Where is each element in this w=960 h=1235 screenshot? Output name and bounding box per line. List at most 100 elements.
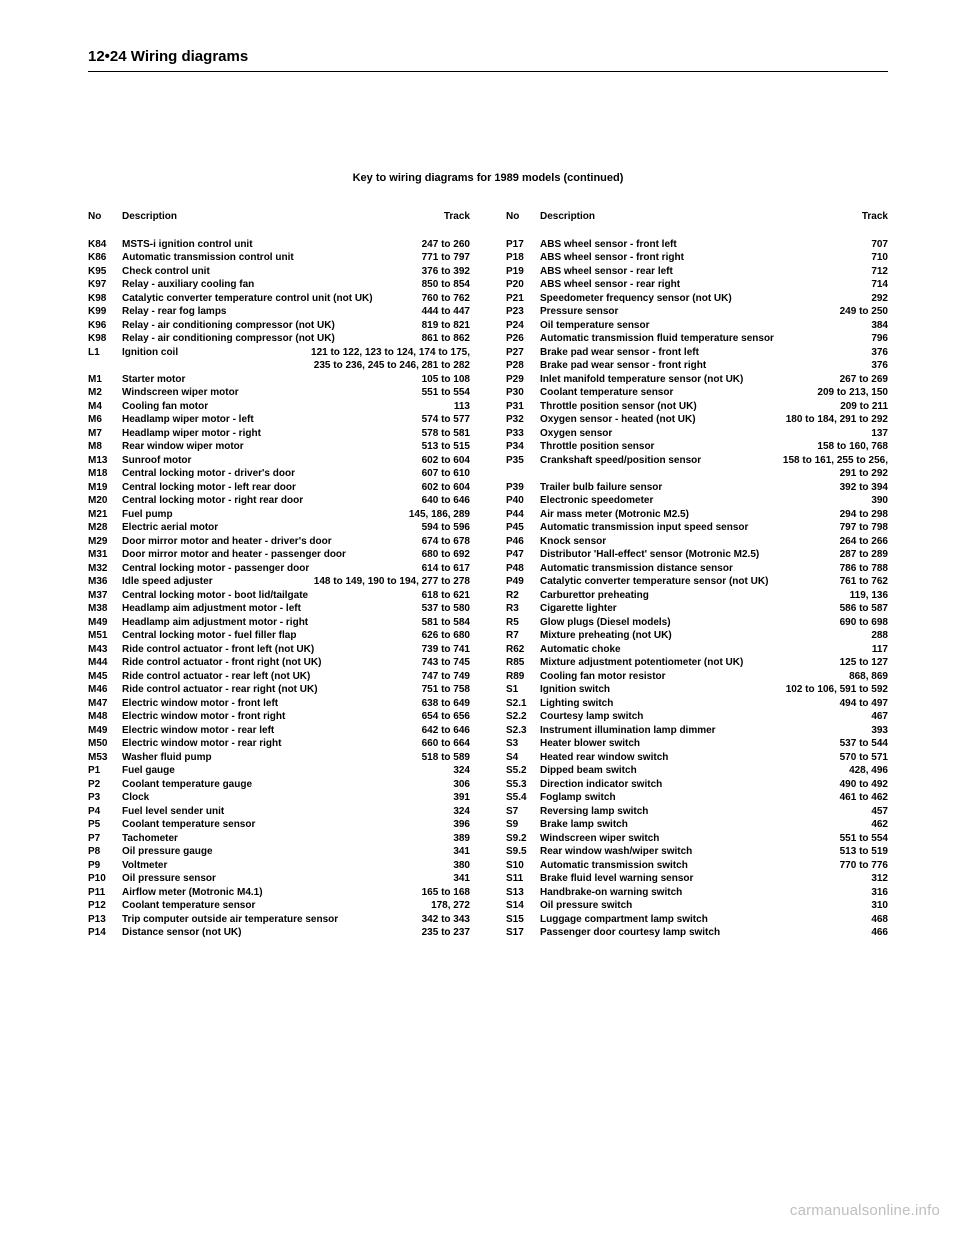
cell-desc: Ride control actuator - rear left (not U…	[122, 670, 416, 684]
cell-desc: Brake pad wear sensor - front right	[540, 359, 865, 373]
table-row: P40Electronic speedometer390	[506, 494, 888, 508]
table-row: M38Headlamp aim adjustment motor - left5…	[88, 602, 470, 616]
cell-desc: Door mirror motor and heater - passenger…	[122, 548, 416, 562]
cell-no: L1	[88, 346, 122, 360]
table-row: P13Trip computer outside air temperature…	[88, 913, 470, 927]
cell-track: 324	[447, 805, 470, 819]
table-row: R62Automatic choke117	[506, 643, 888, 657]
cell-track: 614 to 617	[416, 562, 470, 576]
cell-desc: Automatic transmission control unit	[122, 251, 416, 265]
cell-no: S15	[506, 913, 540, 927]
cell-desc: Brake fluid level warning sensor	[540, 872, 865, 886]
table-row: M1Starter motor105 to 108	[88, 373, 470, 387]
col-header-desc: Description	[540, 210, 798, 224]
cell-desc: Electric window motor - front left	[122, 697, 416, 711]
cell-track: 743 to 745	[416, 656, 470, 670]
table-row: S2.1Lighting switch494 to 497	[506, 697, 888, 711]
cell-no: M50	[88, 737, 122, 751]
table-row: M50Electric window motor - rear right660…	[88, 737, 470, 751]
table-row: M13Sunroof motor602 to 604	[88, 454, 470, 468]
cell-desc: Heater blower switch	[540, 737, 834, 751]
cell-track: 113	[448, 400, 470, 414]
cell-desc: Headlamp wiper motor - right	[122, 427, 416, 441]
table-row: P26Automatic transmission fluid temperat…	[506, 332, 888, 346]
table-row: S9Brake lamp switch462	[506, 818, 888, 832]
cell-desc: Ride control actuator - front left (not …	[122, 643, 416, 657]
cell-no: P8	[88, 845, 122, 859]
cell-track: 797 to 798	[834, 521, 888, 535]
cell-no: M38	[88, 602, 122, 616]
cell-desc: Electric aerial motor	[122, 521, 416, 535]
cell-track: 376	[865, 346, 888, 360]
table-row: M51Central locking motor - fuel filler f…	[88, 629, 470, 643]
cell-track: 466	[865, 926, 888, 940]
table-row: P34Throttle position sensor158 to 160, 7…	[506, 440, 888, 454]
cell-track: 751 to 758	[416, 683, 470, 697]
table-row: M44Ride control actuator - front right (…	[88, 656, 470, 670]
cell-no: R2	[506, 589, 540, 603]
cell-desc: Oil temperature sensor	[540, 319, 865, 333]
cell-no: K98	[88, 332, 122, 346]
table-row: S11Brake fluid level warning sensor312	[506, 872, 888, 886]
cell-no: M13	[88, 454, 122, 468]
cell-track: 578 to 581	[416, 427, 470, 441]
cell-track: 428, 496	[843, 764, 888, 778]
cell-no: S5.2	[506, 764, 540, 778]
table-row: P14Distance sensor (not UK)235 to 237	[88, 926, 470, 940]
cell-desc: Clock	[122, 791, 447, 805]
cell-no: P47	[506, 548, 540, 562]
cell-track: 461 to 462	[834, 791, 888, 805]
cell-no: P45	[506, 521, 540, 535]
cell-desc: Oxygen sensor	[540, 427, 865, 441]
cell-desc: ABS wheel sensor - front left	[540, 238, 865, 252]
table-row: M47Electric window motor - front left638…	[88, 697, 470, 711]
table-row: M28Electric aerial motor594 to 596	[88, 521, 470, 535]
cell-track: 551 to 554	[416, 386, 470, 400]
cell-no: P27	[506, 346, 540, 360]
table-row: K96Relay - air conditioning compressor (…	[88, 319, 470, 333]
table-row: M6Headlamp wiper motor - left574 to 577	[88, 413, 470, 427]
cell-no: P24	[506, 319, 540, 333]
cell-no: P2	[88, 778, 122, 792]
cell-track: 389	[447, 832, 470, 846]
cell-desc: Central locking motor - driver's door	[122, 467, 416, 481]
cell-desc: Electronic speedometer	[540, 494, 865, 508]
table-row: M48Electric window motor - front right65…	[88, 710, 470, 724]
cell-no: K96	[88, 319, 122, 333]
cell-track: 392 to 394	[834, 481, 888, 495]
table-row: P30Coolant temperature sensor209 to 213,…	[506, 386, 888, 400]
cell-no: S5.3	[506, 778, 540, 792]
cell-desc: Handbrake-on warning switch	[540, 886, 865, 900]
cell-track: 819 to 821	[416, 319, 470, 333]
cell-desc: Coolant temperature sensor	[540, 386, 811, 400]
cell-track: 850 to 854	[416, 278, 470, 292]
cell-track: 594 to 596	[416, 521, 470, 535]
cell-track: 626 to 680	[416, 629, 470, 643]
cell-desc: Central locking motor - right rear door	[122, 494, 416, 508]
cell-no: P14	[88, 926, 122, 940]
cell-track: 393	[865, 724, 888, 738]
cell-desc: Automatic transmission switch	[540, 859, 834, 873]
cell-no: P30	[506, 386, 540, 400]
cell-track: 396	[447, 818, 470, 832]
cell-desc: Tachometer	[122, 832, 447, 846]
table-row: P29Inlet manifold temperature sensor (no…	[506, 373, 888, 387]
table-row: M31Door mirror motor and heater - passen…	[88, 548, 470, 562]
cell-track: 178, 272	[425, 899, 470, 913]
cell-no: M48	[88, 710, 122, 724]
cell-no: P21	[506, 292, 540, 306]
cell-no: M51	[88, 629, 122, 643]
cell-desc: Oxygen sensor - heated (not UK)	[540, 413, 780, 427]
table-row: M8Rear window wiper motor513 to 515	[88, 440, 470, 454]
cell-desc: Direction indicator switch	[540, 778, 834, 792]
cell-desc: Ride control actuator - rear right (not …	[122, 683, 416, 697]
cell-desc: Heated rear window switch	[540, 751, 834, 765]
table-row: K98Catalytic converter temperature contr…	[88, 292, 470, 306]
table-row: M53Washer fluid pump518 to 589	[88, 751, 470, 765]
cell-track: 292	[865, 292, 888, 306]
cell-track: 247 to 260	[416, 238, 470, 252]
cell-desc: Brake lamp switch	[540, 818, 865, 832]
cell-no: M1	[88, 373, 122, 387]
cell-no: R3	[506, 602, 540, 616]
table-row: S5.3Direction indicator switch490 to 492	[506, 778, 888, 792]
